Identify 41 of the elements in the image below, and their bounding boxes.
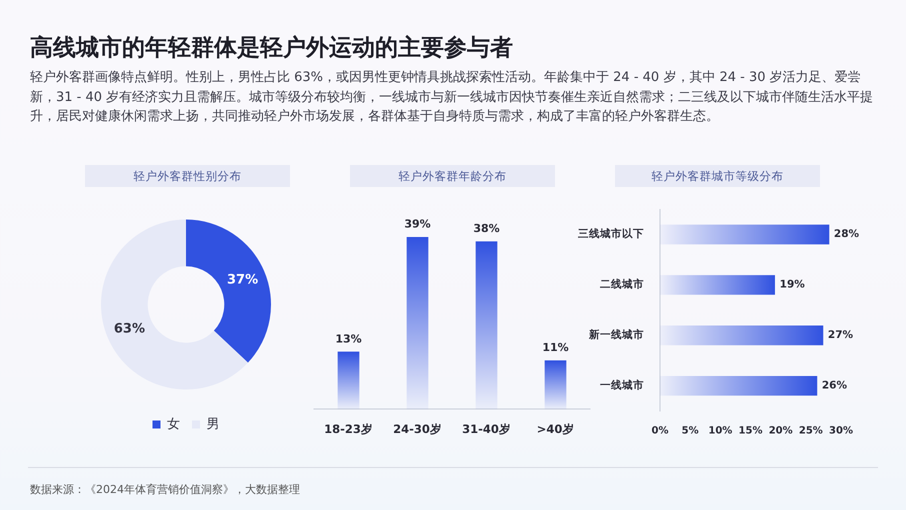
chart-title: 轻户外客群城市等级分布 [615,165,820,187]
legend-label: 男 [206,416,220,432]
data-label: 37% [226,272,258,288]
bar [660,376,818,396]
bar [660,224,830,244]
x-tick-label: >40岁 [536,422,574,436]
text: 轻户外客群画像特点鲜明。性别上，男性占比 63%，或因男性更钟情具挑战探索性活动。年龄集中于 24 - 40 岁，其中 24 - 30 岁活力足、爱尝新，31 - 40 岁有经济实力且需解压。城市等级分布较均衡，一线城市与新一线城市因快节奏催生亲近自然需求；二三线及以下城市伴随生活水平提升，居民对健康休闲需求上扬，共同推动轻户外市场发展，各群体基于自身特质与需求，构成了丰富的轻户外客群生态。 [30,69,874,126]
bar [406,237,428,410]
bar [338,352,360,410]
bar [544,360,566,410]
data-label: 11% [542,341,569,354]
y-tick-label: 新一线城市 [588,328,644,342]
chart-title: 轻户外客群年龄分布 [350,165,555,187]
legend-label: 女 [167,416,180,432]
x-tick-label: 20% [768,426,793,437]
data-label: 13% [335,332,362,346]
x-tick-label: 30% [829,426,853,437]
chart-title: 轻户外客群性别分布 [85,165,290,187]
bar [476,241,498,410]
x-tick-label: 5% [682,426,699,437]
x-tick-label: 24-30岁 [393,422,442,436]
data-label: 63% [114,321,146,336]
text: 高线城市的年轻群体是轻户外运动的主要参与者 [30,34,513,63]
data-label: 38% [473,222,500,236]
data-label: 26% [822,380,848,392]
y-tick-label: 三线城市以下 [578,227,644,240]
data-label: 28% [834,228,860,240]
bar [660,275,775,295]
data-label: 27% [828,329,854,342]
x-tick-label: 25% [798,426,823,437]
x-tick-label: 10% [708,426,732,437]
x-tick-label: 18-23岁 [324,422,373,436]
data-label: 39% [404,218,431,231]
y-tick-label: 一线城市 [600,378,644,392]
x-tick-label: 15% [738,426,762,437]
bar [660,326,824,346]
y-tick-label: 二线城市 [600,278,644,291]
x-tick-label: 0% [652,426,668,437]
x-tick-label: 31-40岁 [462,422,511,436]
source-note: 数据来源：《2024年体育营销价值洞察》，大数据整理 [30,482,300,497]
data-label: 19% [780,278,806,291]
